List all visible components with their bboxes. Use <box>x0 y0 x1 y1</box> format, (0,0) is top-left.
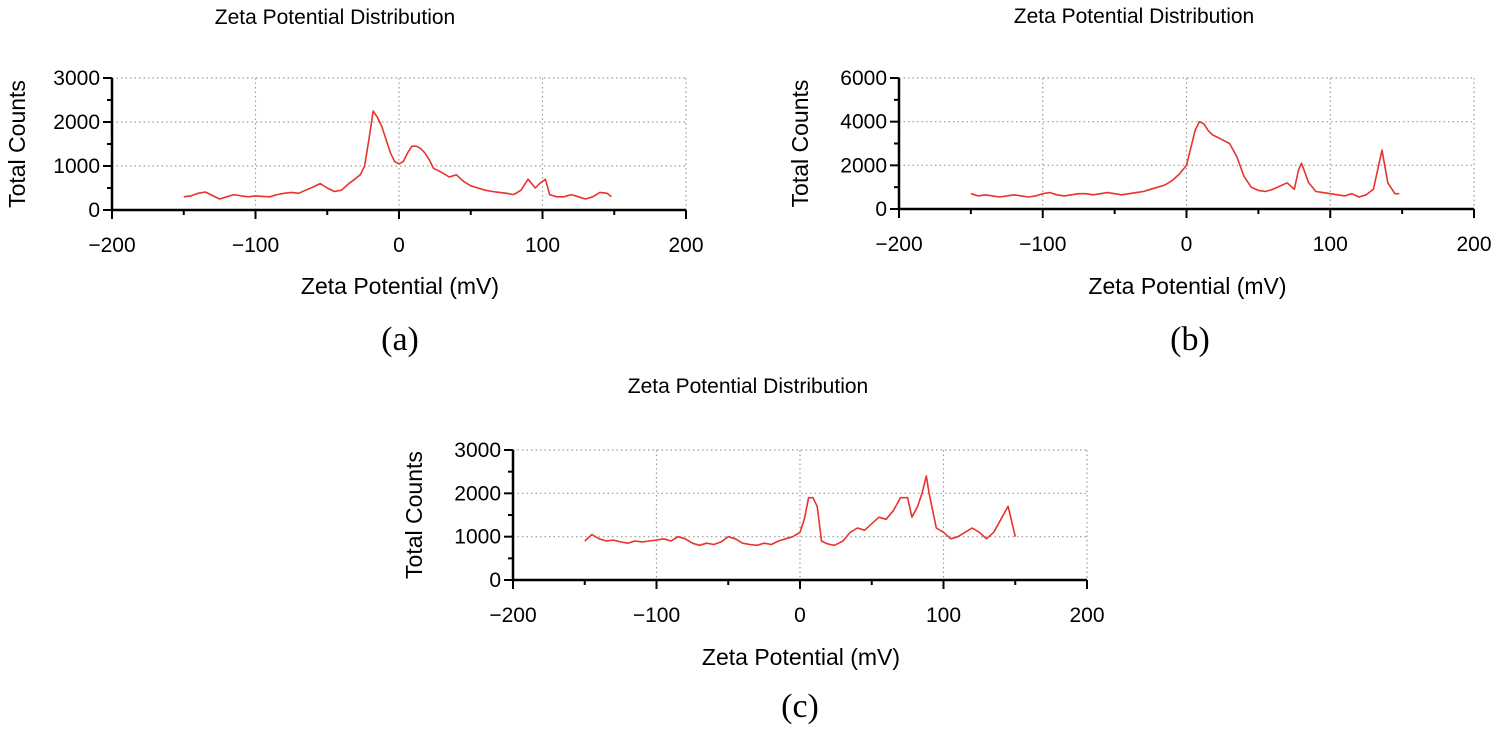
chart-2-x-tick-label: 200 <box>1456 233 1491 256</box>
chart-1-x-tick-label: 0 <box>393 234 405 257</box>
chart-2-x-tick-label: −200 <box>875 233 922 256</box>
chart-3-x-tick-label: −100 <box>633 604 680 627</box>
chart-2-x-axis-label: Zeta Potential (mV) <box>1088 273 1286 299</box>
chart-1-x-tick-label: 100 <box>525 234 560 257</box>
chart-1-x-tick-label: −100 <box>232 234 279 257</box>
chart-1-x-axis-label: Zeta Potential (mV) <box>301 273 499 299</box>
chart-2-x-tick-label: 100 <box>1313 233 1348 256</box>
chart-3-y-tick-label: 2000 <box>454 482 501 505</box>
chart-1-y-tick-label: 2000 <box>53 111 100 134</box>
chart-3-y-tick-label: 1000 <box>454 526 501 549</box>
chart-1-y-tick-label: 3000 <box>53 67 100 90</box>
chart-3-series-line <box>584 475 1017 547</box>
chart-1-series-line <box>183 110 612 200</box>
chart-3-y-axis-label: Total Counts <box>401 451 427 579</box>
chart-1-x-tick-label: 200 <box>668 234 703 257</box>
chart-3-panel-label: (c) <box>781 688 819 725</box>
chart-1-y-tick-label: 0 <box>88 199 100 222</box>
chart-3-x-axis-label: Zeta Potential (mV) <box>702 644 900 670</box>
chart-2-series-line <box>970 120 1400 198</box>
chart-2-x-tick-label: 0 <box>1181 233 1193 256</box>
chart-3-y-tick-label: 3000 <box>454 439 501 462</box>
chart-3-x-tick-label: 0 <box>794 604 806 627</box>
chart-3-y-tick-label: 0 <box>489 569 501 592</box>
chart-2-x-tick-label: −100 <box>1019 233 1066 256</box>
chart-3-x-tick-label: 200 <box>1069 604 1104 627</box>
chart-3-x-tick-label: −200 <box>489 604 536 627</box>
chart-2-panel-label: (b) <box>1170 321 1210 358</box>
chart-2-y-tick-label: 0 <box>875 198 887 221</box>
chart-2-y-axis-label: Total Counts <box>787 80 813 208</box>
chart-2-title: Zeta Potential Distribution <box>1014 5 1254 28</box>
chart-3-x-tick-label: 100 <box>926 604 961 627</box>
chart-2-y-tick-label: 6000 <box>840 67 887 90</box>
chart-2-y-tick-label: 4000 <box>840 111 887 134</box>
chart-3-title: Zeta Potential Distribution <box>628 375 868 398</box>
chart-1-y-axis-label: Total Counts <box>4 80 30 208</box>
chart-1-panel-label: (a) <box>381 321 419 358</box>
chart-1-x-tick-label: −200 <box>88 234 135 257</box>
chart-1-y-tick-label: 1000 <box>53 155 100 178</box>
chart-1-title: Zeta Potential Distribution <box>215 6 455 29</box>
chart-2-y-tick-label: 2000 <box>840 154 887 177</box>
